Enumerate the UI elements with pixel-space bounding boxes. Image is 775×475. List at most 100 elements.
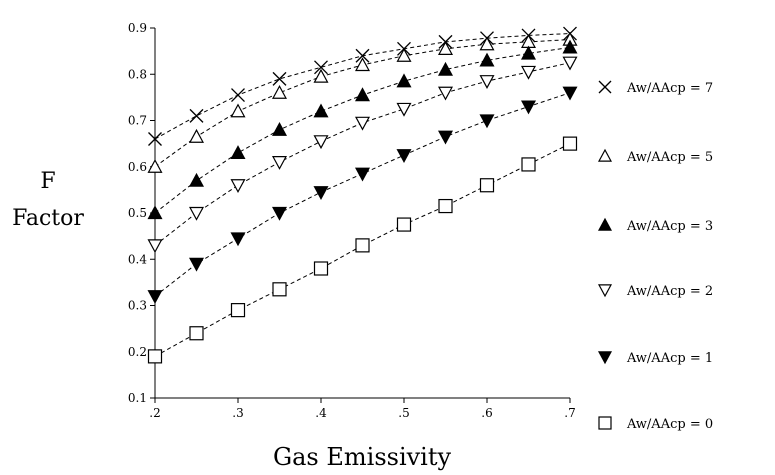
legend: Aw/AAcp = 7 Aw/AAcp = 5 Aw/AAcp = 3 Aw/AAcp… (597, 80, 713, 432)
data-point-triangle-up (230, 103, 246, 118)
x-tick-label: .6 (481, 406, 492, 420)
legend-label: Aw/AAcp = 5 (626, 150, 713, 165)
series-1 (147, 31, 578, 173)
series-layer (147, 26, 578, 364)
data-point-triangle-up (188, 172, 205, 187)
data-point-triangle-up (479, 36, 495, 51)
data-point-triangle-down (147, 239, 163, 254)
data-point-triangle-down (597, 284, 613, 298)
data-point-triangle-up (562, 39, 578, 54)
data-point-triangle-down (562, 56, 578, 71)
data-point-x-marker (231, 88, 245, 103)
data-point-triangle-up (437, 41, 454, 55)
data-point-triangle-up (396, 47, 412, 62)
data-point-triangle-up (313, 103, 329, 118)
x-axis-label: Gas Emissivity (273, 443, 452, 471)
data-point-triangle-down (188, 206, 205, 221)
data-point-triangle-up (354, 57, 371, 72)
data-point-x-marker (272, 71, 287, 86)
y-tick-label: 0.4 (128, 252, 147, 266)
data-point-triangle-down (313, 186, 329, 200)
y-tick-label: 0.2 (128, 345, 147, 359)
data-point-triangle-down (354, 167, 371, 182)
data-point-triangle-down (396, 149, 412, 163)
legend-item: Aw/AAcp = 0 (598, 416, 713, 432)
legend-item: Aw/AAcp = 1 (597, 351, 713, 366)
data-point-triangle-up (271, 121, 288, 136)
data-point-triangle-up (597, 148, 613, 162)
data-point-triangle-down (230, 232, 246, 247)
x-tick-label: .3 (232, 406, 243, 420)
data-point-triangle-up (396, 73, 412, 88)
data-point-triangle-down (188, 257, 205, 272)
y-axis-label-line1: F (40, 169, 55, 194)
x-tick-label: .5 (398, 406, 409, 420)
data-point-x-marker (148, 132, 162, 146)
data-point-triangle-up (188, 128, 205, 143)
y-tick-label: 0.7 (128, 114, 147, 128)
data-point-triangle-down (597, 351, 613, 365)
data-point-x-marker (598, 80, 612, 94)
y-tick-label: 0.5 (128, 206, 147, 220)
axes (154, 28, 570, 399)
y-axis-label-line2: Factor (12, 206, 84, 231)
data-point-triangle-up (354, 87, 371, 102)
y-tick-label: 0.1 (128, 391, 147, 405)
data-point-triangle-down (271, 156, 288, 170)
y-tick-label: 0.3 (128, 299, 147, 313)
data-point-triangle-down (479, 75, 495, 89)
legend-item: Aw/AAcp = 5 (597, 148, 713, 165)
x-tick-label: .4 (315, 406, 327, 420)
data-point-triangle-down (147, 290, 163, 305)
data-point-square (521, 157, 536, 172)
legend-label: Aw/AAcp = 1 (626, 351, 713, 366)
data-point-triangle-down (396, 102, 412, 117)
series-2 (147, 39, 578, 220)
data-point-square (396, 217, 412, 232)
ticks: 0.1 0.2 0.3 0.4 0.5 0.6 0.7 0.8 0.9 .2 .3 .4 .5 .6 .7 (128, 21, 576, 420)
x-tick-label: .2 (149, 406, 160, 420)
series-line (154, 143, 571, 357)
legend-label: Aw/AAcp = 7 (626, 81, 713, 96)
data-point-triangle-up (437, 61, 454, 76)
data-point-triangle-up (520, 34, 537, 49)
data-point-x-marker (189, 108, 204, 123)
data-point-triangle-down (479, 114, 495, 129)
data-point-square (562, 136, 578, 151)
data-point-square (147, 349, 163, 364)
data-point-triangle-up (147, 205, 163, 220)
legend-item: Aw/AAcp = 7 (598, 80, 713, 96)
y-tick-label: 0.8 (128, 67, 147, 81)
data-point-triangle-down (437, 130, 454, 145)
y-tick-label: 0.9 (128, 21, 147, 35)
data-point-triangle-up (597, 217, 613, 231)
data-point-square (272, 282, 287, 297)
data-point-x-marker (314, 60, 328, 75)
legend-item: Aw/AAcp = 3 (597, 217, 713, 234)
data-point-square (230, 303, 246, 318)
data-point-square (313, 261, 329, 276)
data-point-triangle-down (437, 86, 454, 101)
legend-item: Aw/AAcp = 2 (597, 284, 713, 299)
data-point-square (189, 326, 204, 341)
data-point-triangle-down (520, 100, 537, 115)
data-point-triangle-down (313, 135, 329, 150)
y-tick-label: 0.6 (128, 160, 147, 174)
data-point-square (598, 416, 612, 430)
data-point-square (355, 238, 370, 253)
data-point-triangle-up (147, 158, 163, 173)
series-4 (147, 86, 578, 305)
data-point-triangle-up (271, 84, 288, 99)
x-tick-label: .7 (564, 406, 575, 420)
legend-label: Aw/AAcp = 0 (626, 417, 713, 432)
data-point-square (438, 198, 453, 214)
data-point-triangle-down (520, 65, 537, 80)
data-point-triangle-down (354, 116, 371, 131)
data-point-triangle-down (271, 206, 288, 221)
data-point-x-marker (355, 48, 370, 63)
data-point-triangle-up (313, 68, 329, 83)
data-point-triangle-up (230, 145, 246, 159)
legend-label: Aw/AAcp = 2 (626, 284, 713, 299)
series-5 (147, 136, 578, 364)
